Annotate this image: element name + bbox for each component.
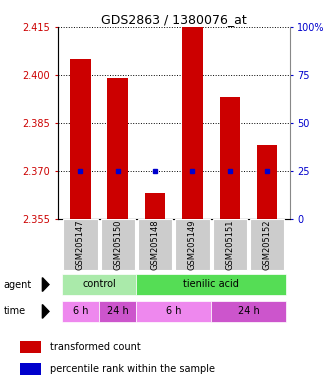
Text: tienilic acid: tienilic acid	[183, 279, 239, 289]
Text: percentile rank within the sample: percentile rank within the sample	[50, 364, 215, 374]
Text: GSM205152: GSM205152	[263, 220, 272, 270]
Bar	[62, 274, 136, 295]
Text: 6 h: 6 h	[72, 306, 88, 316]
Bar	[136, 301, 211, 322]
Bar	[175, 219, 210, 270]
Text: 24 h: 24 h	[107, 306, 129, 316]
Bar	[213, 219, 247, 270]
Bar	[101, 219, 135, 270]
Bar	[182, 24, 203, 219]
Bar	[250, 219, 284, 270]
Text: GSM205149: GSM205149	[188, 220, 197, 270]
Bar	[99, 301, 136, 322]
Bar	[70, 59, 91, 219]
Text: GSM205151: GSM205151	[225, 220, 234, 270]
Text: GSM205148: GSM205148	[151, 220, 160, 270]
Text: control: control	[82, 279, 116, 289]
Bar	[219, 97, 240, 219]
Text: 6 h: 6 h	[166, 306, 181, 316]
Bar	[145, 193, 166, 219]
Bar	[257, 145, 277, 219]
Bar	[20, 341, 41, 353]
Text: GSM205150: GSM205150	[113, 220, 122, 270]
Title: GDS2863 / 1380076_at: GDS2863 / 1380076_at	[101, 13, 247, 26]
Text: 24 h: 24 h	[238, 306, 260, 316]
Text: agent: agent	[3, 280, 31, 290]
Text: transformed count: transformed count	[50, 341, 141, 351]
Bar	[62, 301, 99, 322]
Bar	[63, 219, 98, 270]
Bar	[20, 362, 41, 375]
Bar	[108, 78, 128, 219]
Text: time: time	[3, 306, 25, 316]
Bar	[136, 274, 286, 295]
Polygon shape	[42, 305, 49, 318]
Bar	[138, 219, 172, 270]
Text: GSM205147: GSM205147	[76, 220, 85, 270]
Bar	[211, 301, 286, 322]
Polygon shape	[42, 278, 49, 291]
